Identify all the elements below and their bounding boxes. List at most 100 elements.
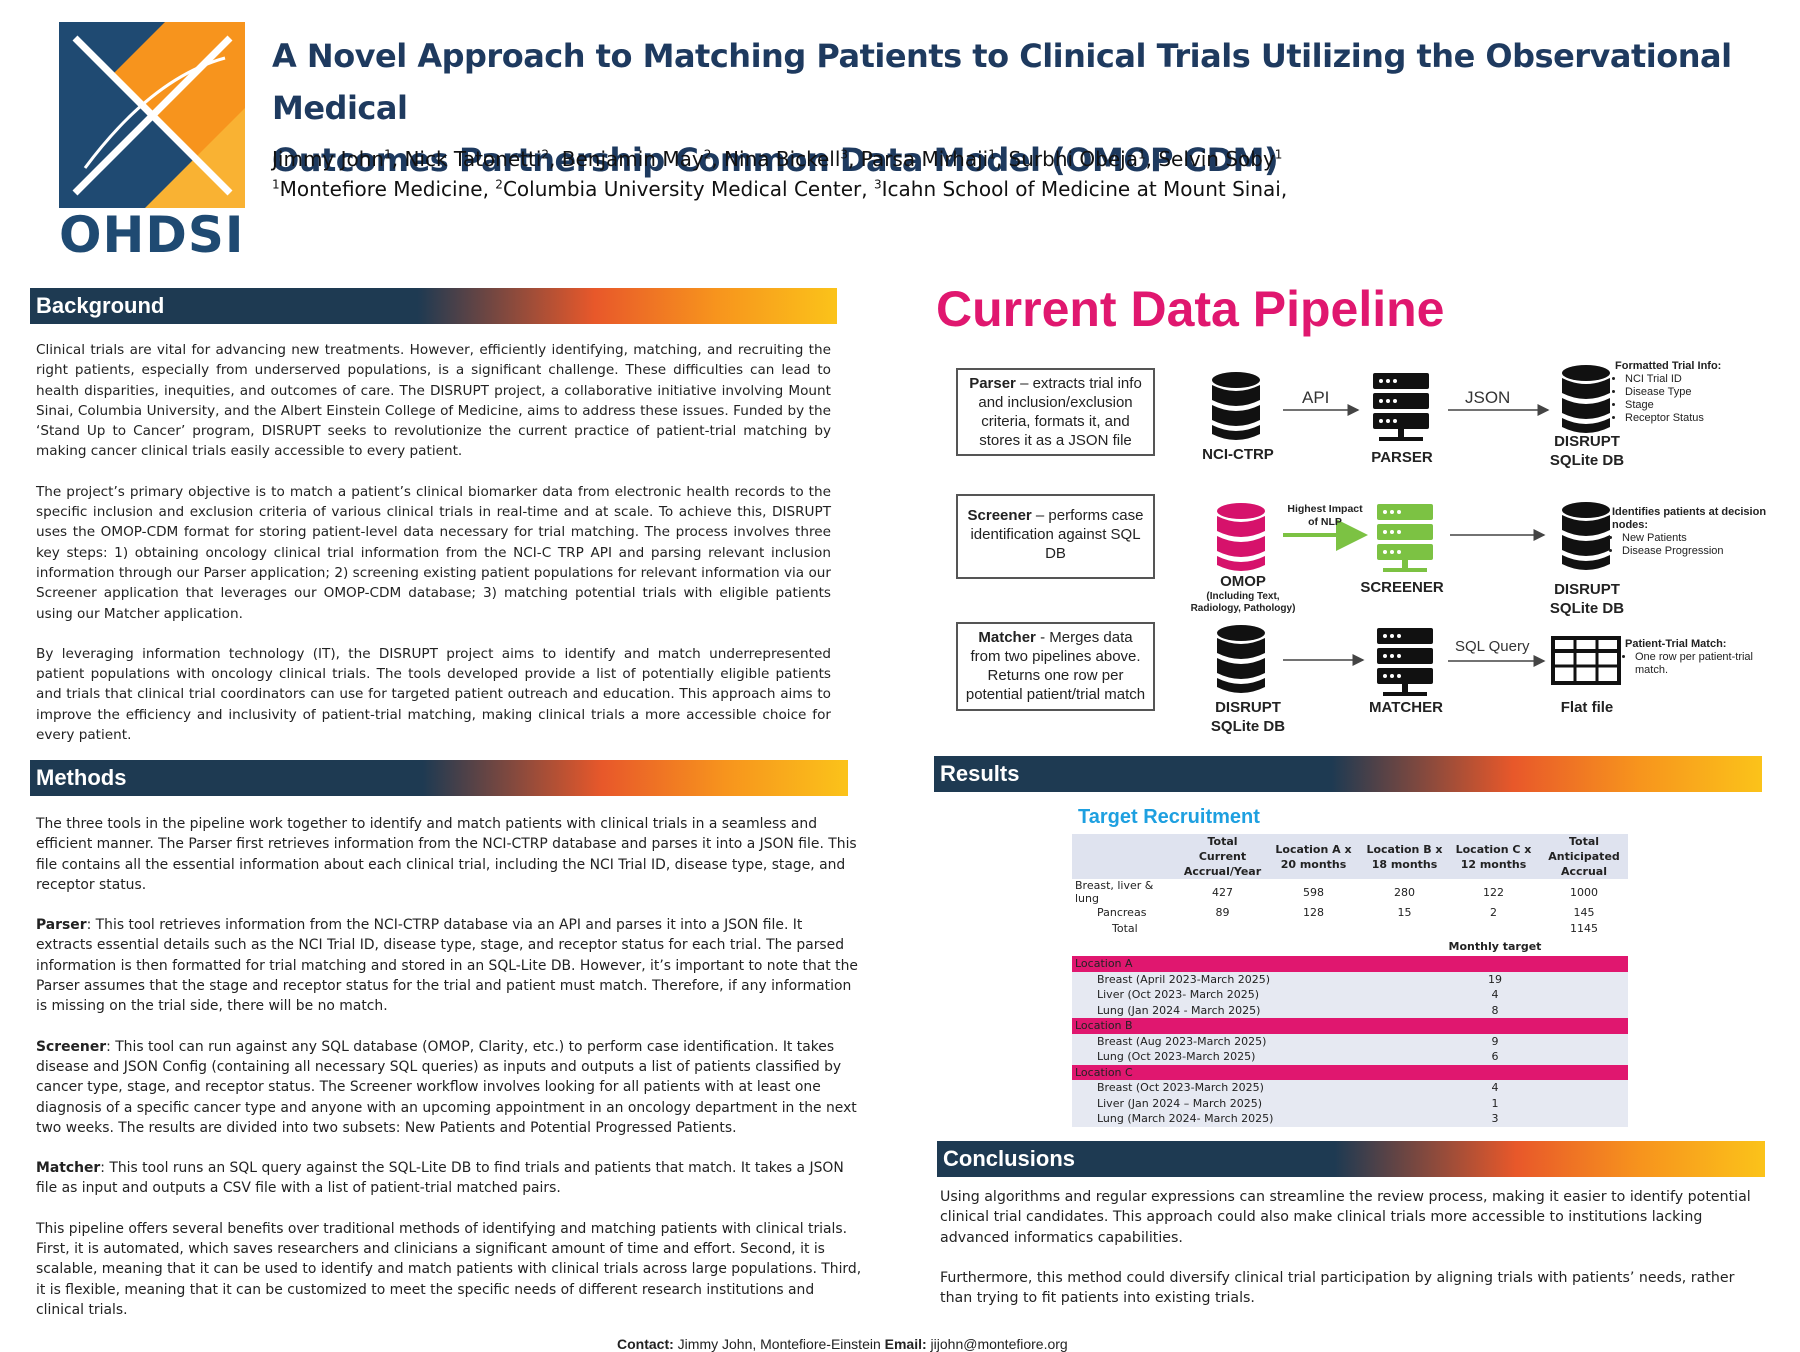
- table-cell: Location B: [1072, 1018, 1362, 1034]
- background-paragraph-3: By leveraging information technology (IT…: [36, 645, 831, 744]
- methods-heading: Methods: [30, 760, 848, 796]
- author-name: Selvin Soby1: [1158, 147, 1283, 171]
- methods-screener-paragraph: Screener: This tool can run against any …: [36, 1037, 862, 1138]
- recruitment-table: Total Current Accrual/Year Location A x 2…: [1072, 834, 1628, 1127]
- patient-trial-match-title: Patient-Trial Match:: [1625, 638, 1727, 650]
- screener-server-icon: [1377, 504, 1433, 572]
- table-cell: [1362, 1018, 1628, 1034]
- location-row: Location C: [1072, 1064, 1628, 1080]
- decision-nodes-note: Identifies patients at decision nodes: N…: [1612, 506, 1772, 558]
- note-list-item: Disease Progression: [1622, 545, 1772, 558]
- note-list-item: Disease Type: [1625, 386, 1785, 399]
- table-cell: 6: [1362, 1049, 1628, 1065]
- table-cell: 280: [1394, 885, 1415, 899]
- matcher-server-icon: [1377, 628, 1433, 696]
- disrupt-label-2a: DISRUPT: [1554, 581, 1620, 598]
- patient-trial-match-list: One row per patient-trial match.: [1625, 651, 1755, 677]
- table-column-header: Total Anticipated Accrual: [1540, 834, 1628, 879]
- email-label: Email:: [884, 1336, 927, 1352]
- table-cell: [1362, 956, 1628, 972]
- author-name: Parsa Mirhaji1,: [860, 147, 1009, 171]
- author-name: Benjamin May2,: [561, 147, 725, 171]
- background-heading: Background: [30, 288, 837, 324]
- table-cell: Total: [1112, 921, 1138, 935]
- monthly-target-header-row: Monthly target: [1072, 936, 1628, 956]
- table-column-header: Total Current Accrual/Year: [1180, 834, 1265, 879]
- conclusions-paragraph-1: Using algorithms and regular expressions…: [940, 1189, 1751, 1246]
- contact-email[interactable]: jijohn@montefiore.org: [930, 1336, 1068, 1352]
- disrupt-label-3b: SQLite DB: [1210, 718, 1286, 735]
- parser-box-text: – extracts trial info and inclusion/excl…: [978, 375, 1142, 449]
- table-cell: 4: [1362, 1080, 1628, 1096]
- formatted-trial-info-title: Formatted Trial Info:: [1615, 360, 1722, 372]
- parser-label-node: PARSER: [1371, 449, 1433, 466]
- table-cell: 598: [1303, 885, 1324, 899]
- formatted-trial-info-note: Formatted Trial Info: NCI Trial IDDiseas…: [1615, 360, 1785, 425]
- nlp-label-line-1: Highest Impact: [1287, 503, 1363, 515]
- parser-text: : This tool retrieves information from t…: [36, 917, 858, 1015]
- nlp-label-line-2: of NLP: [1308, 516, 1342, 528]
- screener-label-node: SCREENER: [1360, 579, 1444, 596]
- table-row: Breast, liver & lung 427 598 280 122 1000: [1072, 879, 1628, 905]
- poster-title: A Novel Approach to Matching Patients to…: [272, 30, 1772, 186]
- table-cell: 1000: [1570, 885, 1598, 899]
- sql-query-label: SQL Query: [1455, 638, 1530, 655]
- table-cell: 15: [1397, 906, 1412, 920]
- disrupt-label-1a: DISRUPT: [1554, 433, 1620, 450]
- screener-description-box: Screener – performs case identification …: [956, 494, 1155, 579]
- screener-label: Screener: [36, 1038, 107, 1055]
- methods-matcher-paragraph: Matcher: This tool runs an SQL query aga…: [36, 1158, 862, 1199]
- table-cell: [1447, 921, 1540, 937]
- author-name: Nick Tatonetti2,: [404, 147, 562, 171]
- table-row: Breast (Aug 2023-March 2025) 9: [1072, 1033, 1628, 1049]
- api-label: API: [1302, 388, 1330, 407]
- author-name: Nina Bickell3,: [724, 147, 861, 171]
- omop-sub-1: (Including Text,: [1206, 591, 1280, 602]
- location-row: Location B: [1072, 1018, 1628, 1034]
- table-row: Lung (Jan 2024 - March 2025) 8: [1072, 1002, 1628, 1018]
- ohdsi-logo: OHDSI: [55, 18, 250, 264]
- table-cell: 3: [1362, 1111, 1628, 1127]
- matcher-box-label: Matcher: [978, 629, 1036, 646]
- table-cell: 89: [1215, 906, 1230, 920]
- table-cell: [1072, 936, 1362, 956]
- table-cell: Breast (April 2023-March 2025): [1072, 971, 1362, 987]
- table-cell: Liver (Oct 2023- March 2025): [1072, 987, 1362, 1003]
- table-cell: 2: [1490, 906, 1497, 920]
- table-row: Breast (Oct 2023-March 2025) 4: [1072, 1080, 1628, 1096]
- table-cell: Pancreas: [1097, 906, 1147, 920]
- table-column-header: [1072, 834, 1180, 879]
- json-label: JSON: [1465, 388, 1511, 407]
- table-cell: [1265, 921, 1362, 937]
- logo-text: OHDSI: [59, 206, 245, 264]
- disrupt-db-icon-3: [1217, 625, 1265, 693]
- disrupt-label-1b: SQLite DB: [1549, 452, 1625, 469]
- table-cell: Monthly target: [1448, 939, 1542, 953]
- screener-box-text: – performs case identification against S…: [970, 507, 1144, 562]
- parser-server-icon: [1373, 373, 1429, 441]
- results-heading: Results: [934, 756, 1762, 792]
- table-cell: Lung (March 2024- March 2025): [1072, 1111, 1362, 1127]
- title-line-2: Outcomes Partnership Common Data Model (…: [272, 141, 1279, 179]
- screener-text: : This tool can run against any SQL data…: [36, 1038, 857, 1136]
- nlp-arrow-label: Highest Impact of NLP: [1280, 503, 1370, 529]
- methods-paragraph-1: The three tools in the pipeline work tog…: [36, 816, 857, 893]
- table-cell: Location A: [1072, 956, 1362, 972]
- decision-nodes-title: Identifies patients at decision nodes:: [1612, 506, 1767, 531]
- table-cell: 145: [1573, 906, 1595, 920]
- formatted-trial-info-list: NCI Trial IDDisease TypeStageReceptor St…: [1615, 373, 1785, 425]
- table-row: Pancreas 89 128 15 2 145: [1072, 905, 1628, 921]
- patient-trial-match-note: Patient-Trial Match: One row per patient…: [1625, 638, 1755, 677]
- nci-ctrp-label: NCI-CTRP: [1202, 446, 1274, 463]
- decision-nodes-list: New PatientsDisease Progression: [1612, 532, 1772, 558]
- table-row: Lung (Oct 2023-March 2025) 6: [1072, 1049, 1628, 1065]
- table-column-header: Location C x 12 months: [1447, 834, 1540, 879]
- table-cell: 1: [1362, 1095, 1628, 1111]
- matcher-label: Matcher: [36, 1160, 101, 1177]
- note-list-item: Stage: [1625, 399, 1785, 412]
- contact-name: Jimmy John, Montefiore-Einstein: [677, 1336, 881, 1352]
- disrupt-db-label-3: DISRUPT SQLite DB: [1168, 698, 1328, 736]
- contact-footer: Contact: Jimmy John, Montefiore-Einstein…: [617, 1336, 1068, 1352]
- flat-file-label: Flat file: [1560, 699, 1614, 716]
- disrupt-label-2b: SQLite DB: [1549, 600, 1625, 617]
